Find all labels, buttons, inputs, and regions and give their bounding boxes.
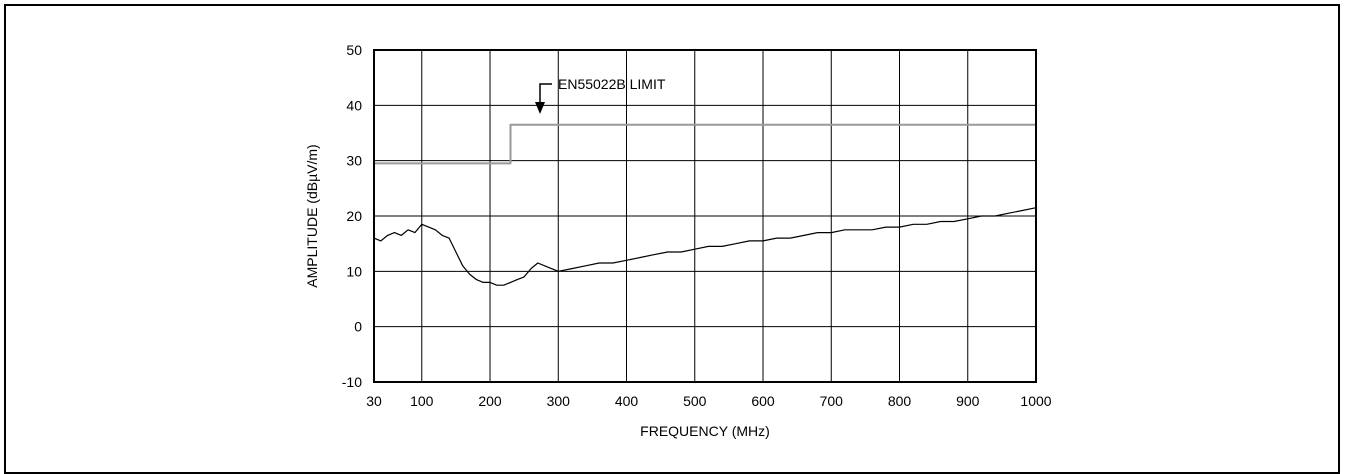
y-tick-label: 20 xyxy=(346,208,362,224)
limit-annotation: EN55022B LIMIT xyxy=(535,76,666,114)
annotation-arrow-line xyxy=(539,83,552,104)
x-tick-label: 700 xyxy=(820,393,844,409)
annotation-label: EN55022B LIMIT xyxy=(558,76,666,92)
x-tick-label: 900 xyxy=(956,393,980,409)
x-tick-label: 200 xyxy=(478,393,502,409)
emission-trace xyxy=(373,207,1037,286)
y-tick-label: -10 xyxy=(342,374,362,390)
x-tick-labels: 30 100 200 300 400 500 600 700 800 900 1000 xyxy=(366,393,1052,409)
x-tick-label: 300 xyxy=(547,393,571,409)
x-tick-label: 600 xyxy=(751,393,775,409)
y-tick-label: 40 xyxy=(346,97,362,113)
series-lines xyxy=(373,123,1037,286)
x-axis-label: FREQUENCY (MHz) xyxy=(640,423,770,439)
x-tick-label: 800 xyxy=(888,393,912,409)
y-tick-labels: -10 0 10 20 30 40 50 xyxy=(342,42,362,390)
x-tick-label: 100 xyxy=(410,393,434,409)
y-tick-label: 0 xyxy=(354,319,362,335)
y-tick-label: 10 xyxy=(346,263,362,279)
x-tick-label: 1000 xyxy=(1020,393,1051,409)
y-tick-label: 30 xyxy=(346,153,362,169)
annotation-arrowhead xyxy=(535,102,545,114)
y-tick-label: 50 xyxy=(346,42,362,58)
y-axis-label: AMPLITUDE (dBµV/m) xyxy=(304,144,320,287)
x-tick-label: 400 xyxy=(615,393,639,409)
x-tick-label: 500 xyxy=(683,393,707,409)
plot-border xyxy=(373,49,1037,383)
limit-line xyxy=(374,123,1036,165)
x-tick-label: 30 xyxy=(366,393,382,409)
